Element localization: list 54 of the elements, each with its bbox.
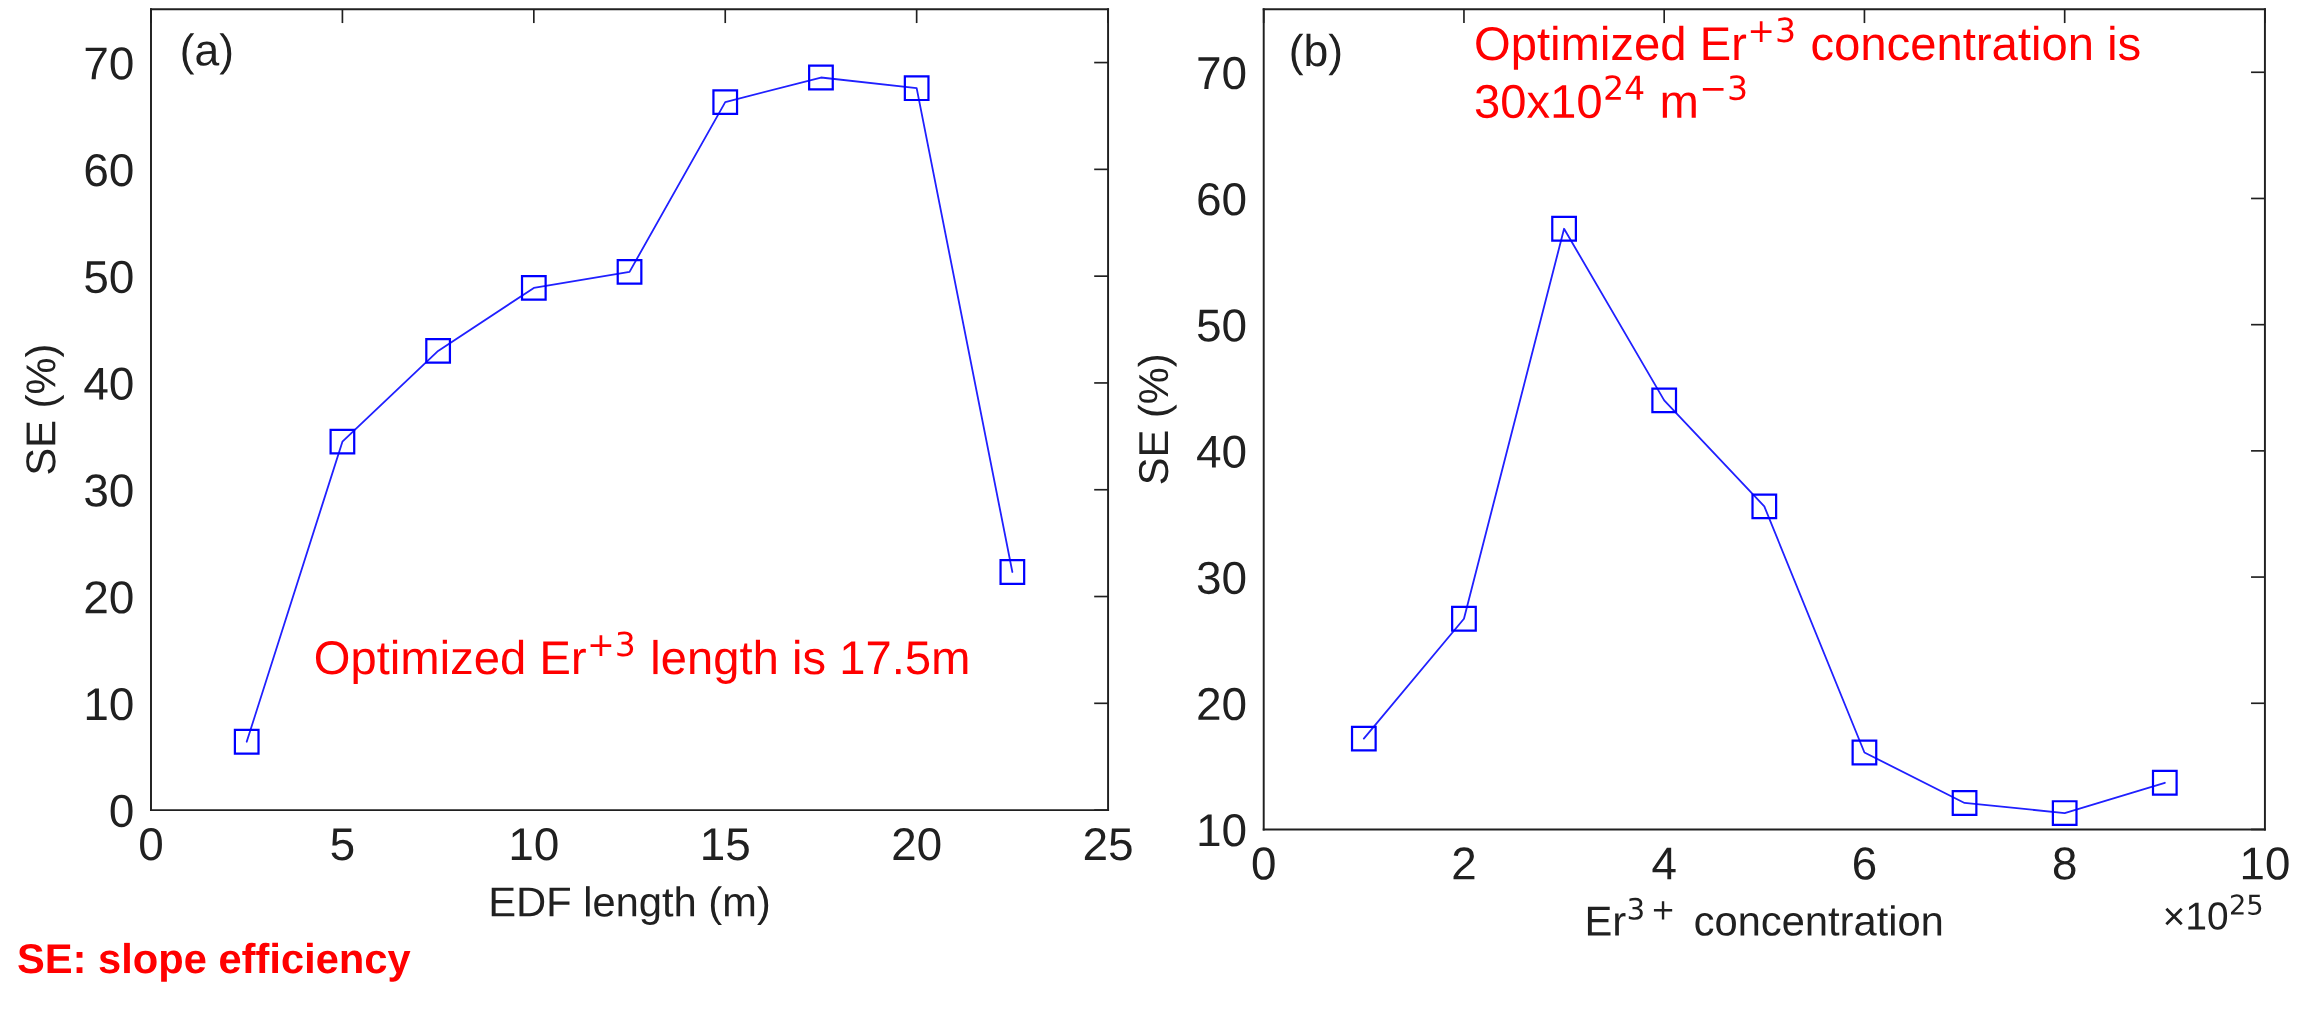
x-tick-label: 10: [511, 827, 558, 861]
x-axis-title: Er$^{3+}$ concentration: [1587, 897, 1942, 936]
x-tick-label: 4: [1652, 847, 1676, 880]
text: SE: slope efficiency: [18, 942, 411, 982]
annotation: Optimized Er$^{+3}$ length is 17.5m: [315, 631, 968, 684]
point: [2151, 769, 2178, 796]
y-tick-label: 0: [110, 794, 133, 828]
y-tick-label: 60: [85, 153, 133, 187]
point: [1851, 739, 1878, 766]
point: [1951, 790, 1978, 816]
annotation: (a): [182, 33, 232, 75]
x-tick-label: 0: [140, 827, 162, 861]
point: [616, 258, 643, 285]
point: [2051, 800, 2078, 826]
y-tick-label: 70: [1198, 56, 1246, 90]
point: [425, 337, 452, 364]
x-tick-label: 25: [1084, 827, 1132, 861]
point: [808, 64, 834, 91]
x-tick-label: 2: [1453, 847, 1475, 880]
y-tick-label: 60: [1198, 183, 1246, 216]
y-tick-label: 40: [84, 367, 133, 400]
point: [1551, 215, 1577, 242]
x-tick-label: 8: [2053, 847, 2076, 880]
point: [999, 559, 1026, 585]
point: [1350, 725, 1377, 752]
x-tick-label: 20: [893, 827, 941, 861]
point: [903, 75, 930, 102]
text: ×10$^{25}$: [2165, 894, 2262, 930]
x-axis-title: EDF length (m): [491, 886, 769, 925]
x-tick-label: 10: [2242, 847, 2289, 880]
x-tick-label: 0: [1252, 847, 1275, 880]
x-tick-label: 5: [331, 828, 354, 861]
point: [712, 89, 739, 115]
y-tick-label: 20: [1198, 687, 1246, 721]
y-tick-label: 40: [1197, 435, 1246, 468]
annotation: (b): [1291, 33, 1341, 76]
y-tick-label: 30: [1197, 561, 1246, 595]
y-tick-label: 10: [86, 687, 133, 721]
y-axis-title: SE (%): [25, 346, 64, 474]
point: [1451, 605, 1477, 632]
x-tick-label: 6: [1854, 847, 1876, 880]
y-axis-title: SE (%): [1137, 355, 1177, 484]
point: [329, 428, 356, 455]
x-tick-label: 15: [703, 828, 749, 861]
y-tick-label: 20: [85, 581, 133, 614]
point: [520, 274, 547, 301]
point: [233, 728, 260, 755]
point: [1751, 493, 1778, 520]
text: Optimized Er$^{+3}$ concentration is 30x10$^{24}$ m$^{−3}$: [1475, 17, 2140, 119]
point: [1651, 387, 1678, 414]
y-tick-label: 50: [85, 260, 133, 294]
y-tick-label: 70: [85, 47, 133, 80]
y-tick-label: 50: [1197, 309, 1246, 342]
y-tick-label: 30: [85, 474, 133, 507]
